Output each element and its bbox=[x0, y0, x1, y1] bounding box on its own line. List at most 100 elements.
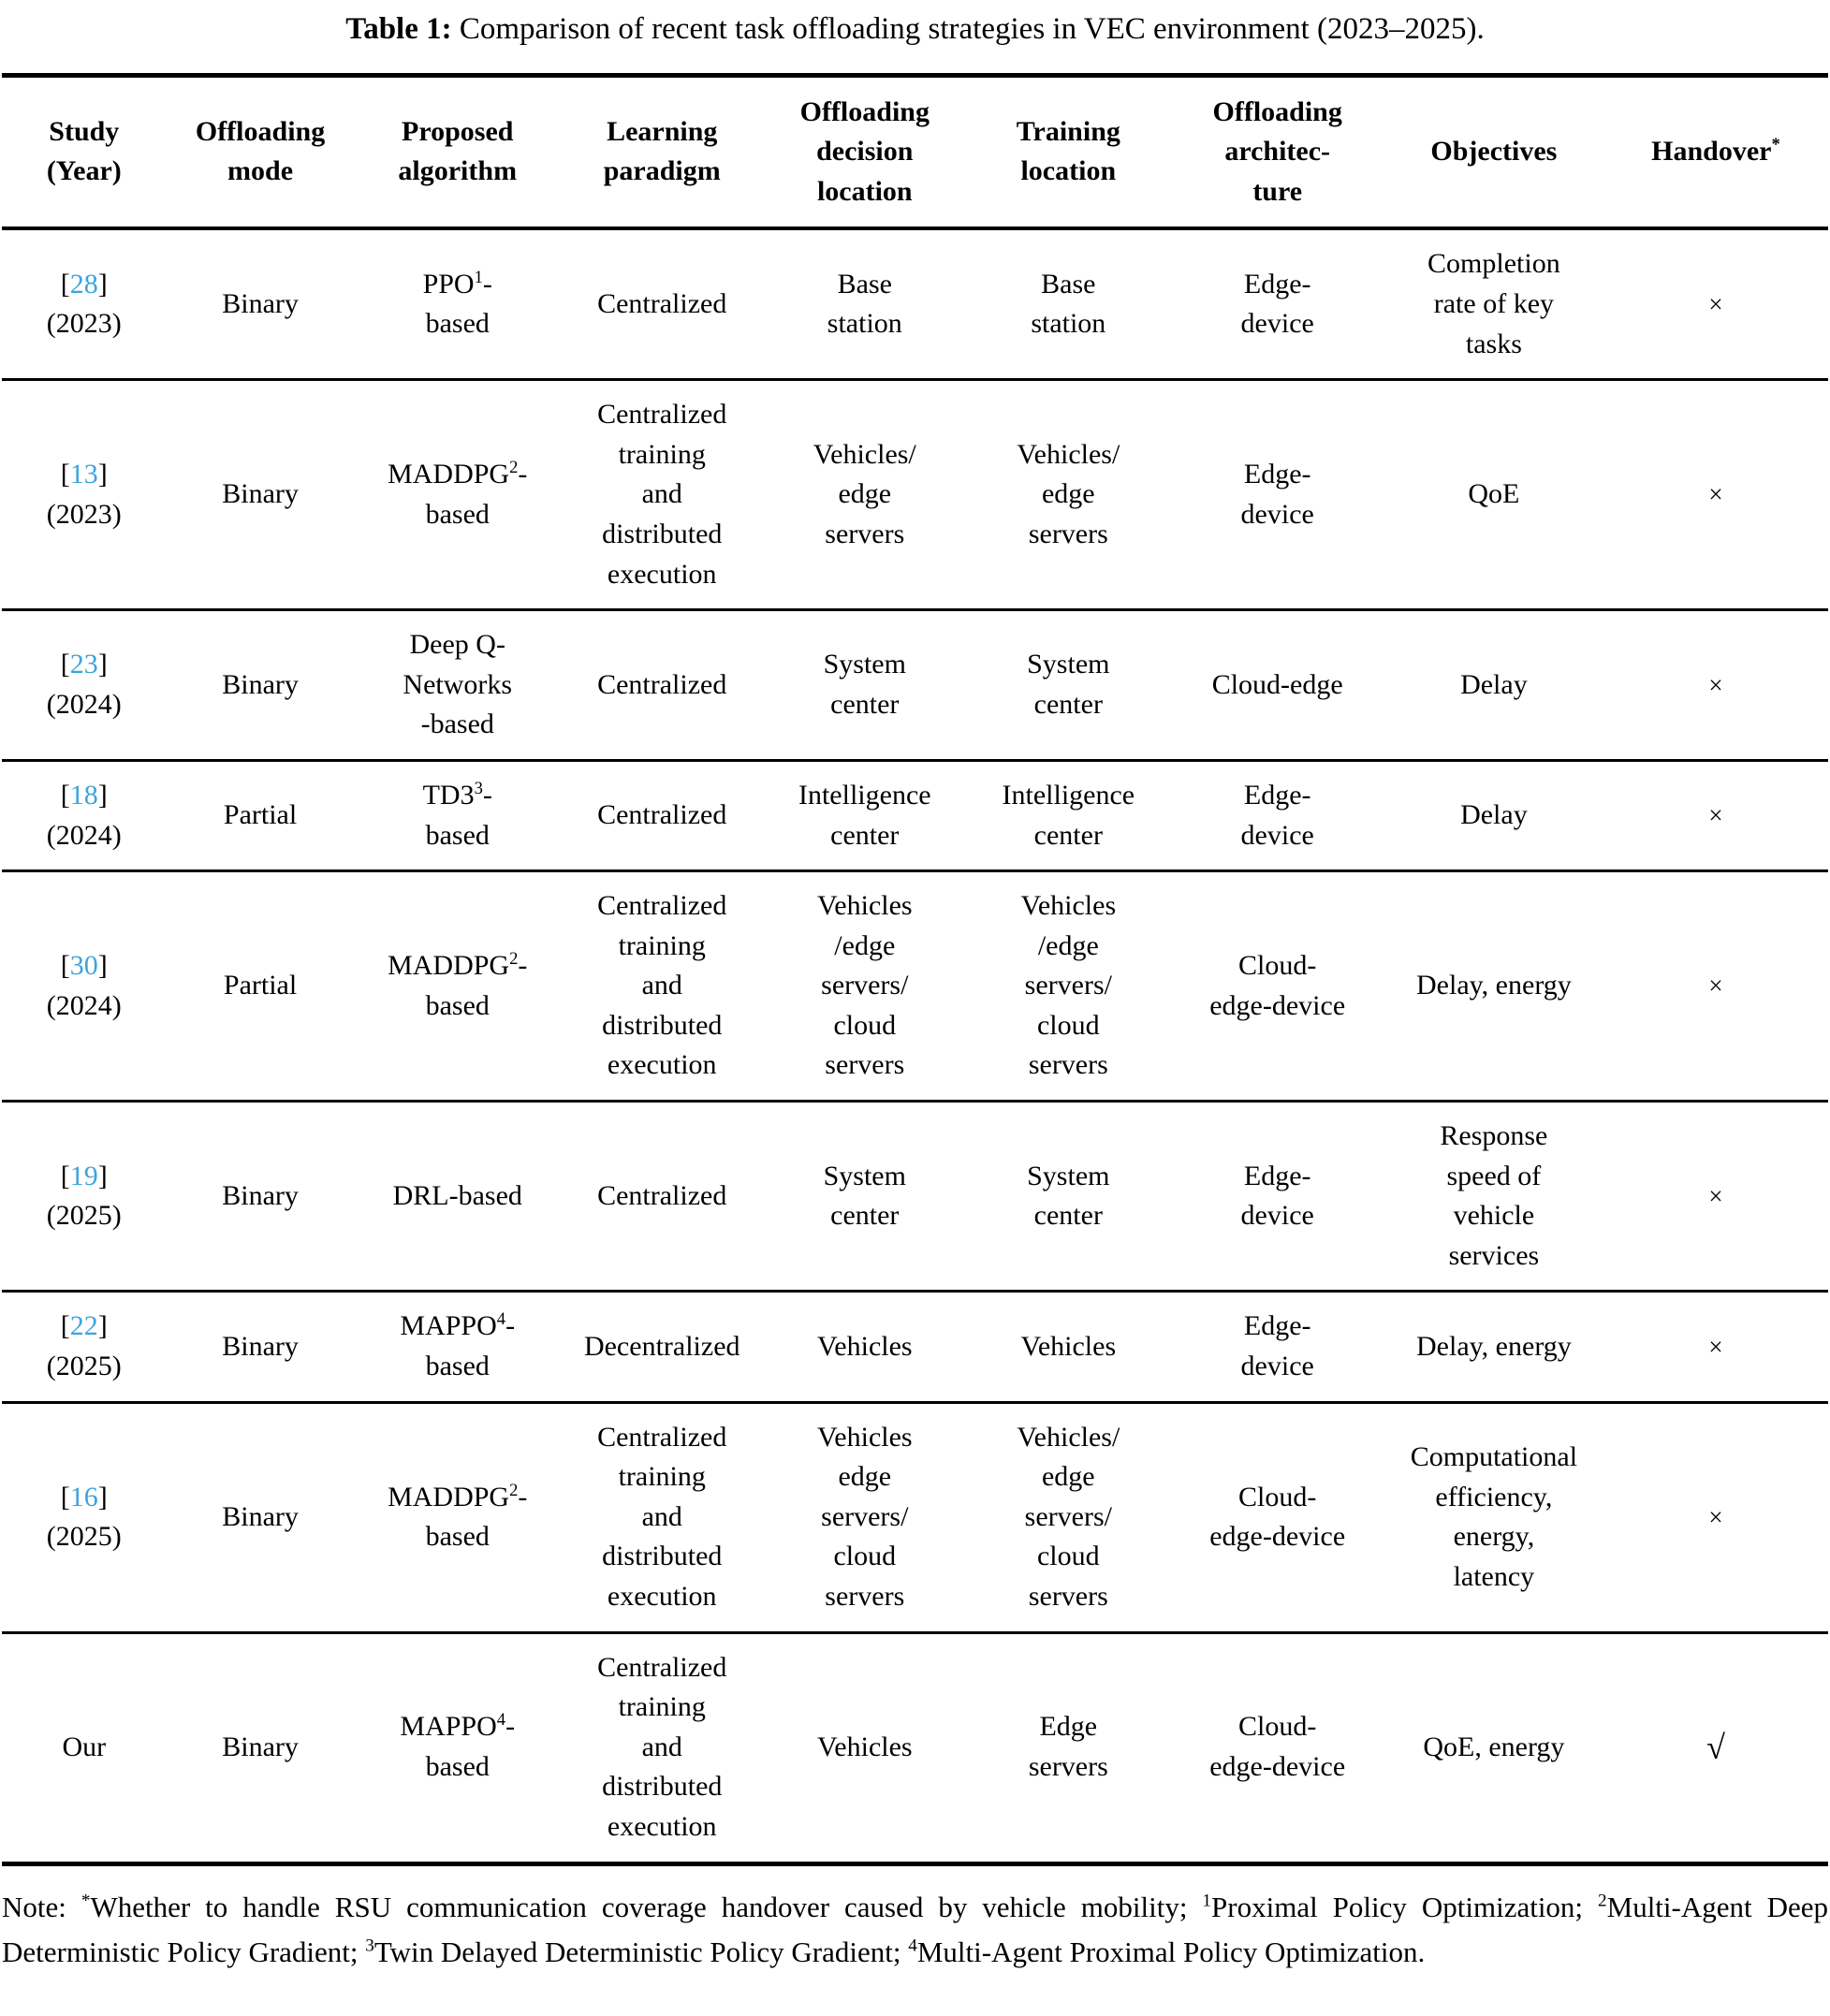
table-row-0: [28] (2023) Binary PPO1- based Centralized Bas… bbox=[2, 228, 1828, 382]
cell-study-year: [30] (2024) bbox=[2, 870, 167, 1103]
superscript: 4 bbox=[496, 1710, 506, 1731]
cell-offloading-mode: Binary bbox=[166, 609, 355, 762]
cell-study-year: Our bbox=[62, 1731, 107, 1762]
citation-link[interactable]: 16 bbox=[69, 1481, 98, 1512]
cell-handover: × bbox=[1603, 1291, 1828, 1404]
cell-objectives: Response speed of vehicle services bbox=[1383, 1101, 1603, 1293]
cell-offloading-mode: Binary bbox=[166, 1101, 355, 1293]
column-header-2: Proposed algorithm bbox=[354, 75, 561, 231]
cell-objectives: Computational efficiency, energy, latency bbox=[1383, 1402, 1603, 1634]
cell-learning-paradigm: Centralized training and distributed executi… bbox=[560, 379, 764, 612]
superscript: 2 bbox=[509, 458, 519, 478]
cell-learning-paradigm: Decentralized bbox=[560, 1291, 764, 1404]
superscript: 2 bbox=[509, 1480, 519, 1500]
cell-objectives: Delay bbox=[1383, 760, 1603, 873]
table-row-3: [18] (2024) Partial TD33- based Centralized In… bbox=[2, 760, 1828, 873]
cell-proposed-algorithm: MADDPG2- based bbox=[354, 870, 561, 1103]
cell-decision-location: Vehicles/edge servers bbox=[763, 379, 967, 612]
column-header-3: Learning paradigm bbox=[560, 75, 764, 231]
superscript: 4 bbox=[908, 1936, 917, 1956]
cell-learning-paradigm: Centralized training and distributed executi… bbox=[560, 1402, 764, 1634]
cell-offloading-mode: Binary bbox=[166, 1291, 355, 1404]
column-header-7: Objectives bbox=[1383, 75, 1603, 231]
header-row: Study (Year) Offloading mode Proposed algorit… bbox=[2, 75, 1828, 231]
citation-link[interactable]: 22 bbox=[69, 1310, 98, 1342]
cell-objectives: Completion rate of key tasks bbox=[1383, 228, 1603, 382]
cell-study-year: [19] (2025) bbox=[2, 1101, 167, 1293]
cell-offloading-architecture: Edge-device bbox=[1170, 228, 1384, 382]
cell-offloading-architecture: Edge-device bbox=[1170, 1291, 1384, 1404]
cell-proposed-algorithm: MAPPO4- based bbox=[354, 1291, 561, 1404]
superscript: 1 bbox=[474, 267, 483, 287]
cell-training-location: System center bbox=[966, 1101, 1171, 1293]
cell-offloading-architecture: Cloud-edge-device bbox=[1170, 1402, 1384, 1634]
cell-study-year: [22] (2025) bbox=[2, 1291, 167, 1404]
cell-decision-location: System center bbox=[763, 1101, 967, 1293]
cell-learning-paradigm: Centralized bbox=[560, 760, 764, 873]
citation-link[interactable]: 13 bbox=[69, 459, 98, 490]
cell-learning-paradigm: Centralized training and distributed executi… bbox=[597, 1651, 727, 1842]
citation-link[interactable]: 23 bbox=[69, 649, 98, 680]
column-header-6: Offloading architec-ture bbox=[1170, 75, 1384, 231]
cell-handover: √ bbox=[1706, 1728, 1725, 1766]
superscript: * bbox=[1771, 135, 1780, 155]
cell-training-location: Base station bbox=[966, 228, 1171, 382]
cell-offloading-mode: Binary bbox=[166, 1402, 355, 1634]
cell-offloading-mode: Partial bbox=[166, 760, 355, 873]
column-header-1: Offloading mode bbox=[166, 75, 355, 231]
cell-proposed-algorithm: MAPPO4- based bbox=[400, 1710, 516, 1783]
cell-objectives: Delay, energy bbox=[1383, 1291, 1603, 1404]
cell-proposed-algorithm: PPO1- based bbox=[354, 228, 561, 382]
cell-handover: × bbox=[1603, 760, 1828, 873]
cell-handover: × bbox=[1603, 379, 1828, 612]
cell-proposed-algorithm: TD33- based bbox=[354, 760, 561, 873]
cell-proposed-algorithm: MADDPG2- based bbox=[354, 379, 561, 612]
cell-handover: × bbox=[1603, 870, 1828, 1103]
cell-training-location: Vehicles/edge servers/cloud servers bbox=[966, 1402, 1171, 1634]
cell-training-location: Vehicles/edge servers bbox=[966, 379, 1171, 612]
citation-link[interactable]: 18 bbox=[69, 779, 98, 811]
citation-link[interactable]: 19 bbox=[69, 1160, 98, 1191]
table-row-5: [19] (2025) Binary DRL-based Centralized Syst… bbox=[2, 1101, 1828, 1293]
cell-learning-paradigm: Centralized bbox=[560, 609, 764, 762]
citation-link[interactable]: 30 bbox=[69, 949, 98, 981]
cell-learning-paradigm: Centralized bbox=[560, 228, 764, 382]
cell-decision-location: Base station bbox=[763, 228, 967, 382]
cell-offloading-architecture: Cloud-edge bbox=[1170, 609, 1384, 762]
cell-offloading-architecture: Edge-device bbox=[1170, 1101, 1384, 1293]
table-caption-label: Table 1: bbox=[345, 12, 452, 46]
superscript: 3 bbox=[474, 778, 483, 798]
cell-handover: × bbox=[1603, 228, 1828, 382]
table-caption-text: Comparison of recent task offloading str… bbox=[451, 12, 1485, 46]
cell-handover: × bbox=[1603, 1402, 1828, 1634]
table-row-4: [30] (2024) Partial MADDPG2- based Centralize… bbox=[2, 870, 1828, 1103]
table-row-7: [16] (2025) Binary MADDPG2- based Centralized… bbox=[2, 1402, 1828, 1634]
superscript: * bbox=[81, 1891, 91, 1911]
cell-training-location: Vehicles/edge servers/cloud servers bbox=[966, 870, 1171, 1103]
cell-objectives: QoE, energy bbox=[1423, 1731, 1565, 1762]
cell-training-location: Edge servers bbox=[1028, 1711, 1108, 1783]
cell-proposed-algorithm: MADDPG2- based bbox=[354, 1402, 561, 1634]
cell-handover: × bbox=[1603, 1101, 1828, 1293]
column-header-4: Offloading decision location bbox=[763, 75, 967, 231]
cell-decision-location: Vehicles/edge servers/cloud servers bbox=[763, 870, 967, 1103]
cell-offloading-architecture: Cloud-edge-device bbox=[1209, 1711, 1346, 1783]
cell-offloading-architecture: Cloud-edge-device bbox=[1170, 870, 1384, 1103]
cell-study-year: [16] (2025) bbox=[2, 1402, 167, 1634]
citation-link[interactable]: 28 bbox=[69, 268, 98, 299]
cell-decision-location: System center bbox=[763, 609, 967, 762]
cell-study-year: [13] (2023) bbox=[2, 379, 167, 612]
cell-offloading-architecture: Edge-device bbox=[1170, 379, 1384, 612]
cell-training-location: System center bbox=[966, 609, 1171, 762]
cell-offloading-mode: Binary bbox=[166, 379, 355, 612]
cell-study-year: [28] (2023) bbox=[2, 228, 167, 382]
cell-objectives: Delay bbox=[1383, 609, 1603, 762]
cell-offloading-architecture: Edge-device bbox=[1170, 760, 1384, 873]
table-header: Study (Year) Offloading mode Proposed algorit… bbox=[2, 75, 1828, 231]
cell-proposed-algorithm: Deep Q- Networks -based bbox=[354, 609, 561, 762]
superscript: 3 bbox=[365, 1936, 374, 1956]
cell-proposed-algorithm: DRL-based bbox=[354, 1101, 561, 1293]
table-row-1: [13] (2023) Binary MADDPG2- based Centralized… bbox=[2, 379, 1828, 612]
comparison-table: Study (Year) Offloading mode Proposed algorit… bbox=[2, 72, 1828, 1866]
column-header-0: Study (Year) bbox=[2, 75, 167, 231]
